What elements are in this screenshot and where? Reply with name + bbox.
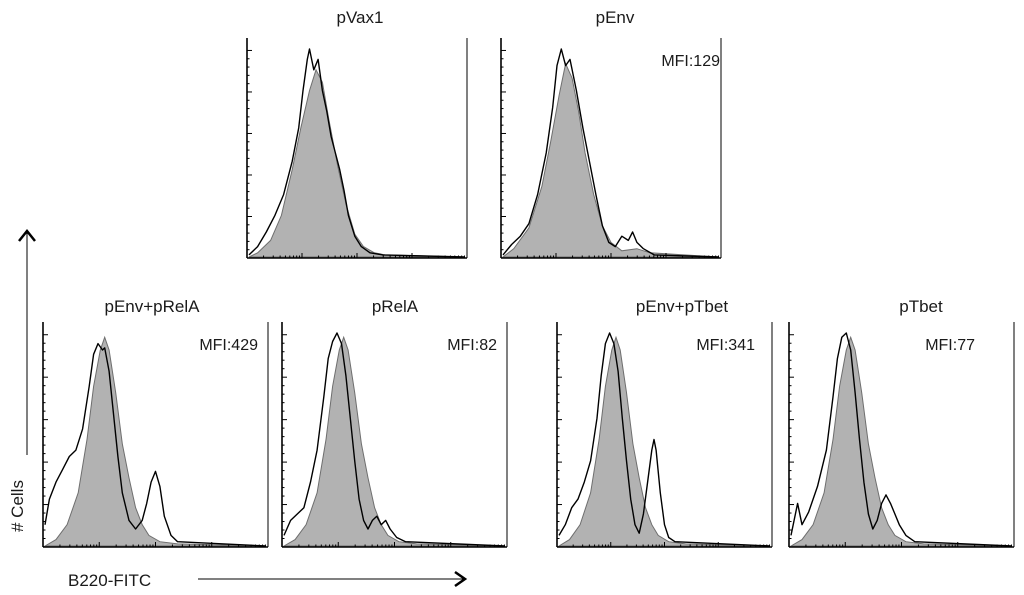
open-histogram-pvax1 <box>248 48 466 258</box>
x-axis-arrow <box>198 570 468 588</box>
panel-title-penv: pEnv <box>596 8 635 27</box>
histogram-panel-penv-ptbet: pEnv+pTbet MFI:341 <box>556 297 773 548</box>
panel-title-prela: pRelA <box>372 297 419 316</box>
shaded-histogram-penv <box>501 61 720 258</box>
histogram-panel-ptbet: pTbet MFI:77 <box>788 297 1015 548</box>
shaded-histogram-penv-ptbet <box>557 335 771 547</box>
shaded-histogram-pvax1 <box>248 68 466 258</box>
panel-title-penv-ptbet: pEnv+pTbet <box>636 297 728 316</box>
x-axis-label: B220-FITC <box>68 571 151 590</box>
y-axis-label: # Cells <box>8 480 27 532</box>
y-axis-arrow <box>18 228 36 455</box>
shaded-histogram-penv-prela <box>43 335 267 547</box>
open-histogram-penv-prela <box>44 342 267 547</box>
shaded-histogram-prela <box>282 335 506 547</box>
histogram-panel-pvax1: pVax1 <box>246 8 468 259</box>
shaded-histogram-ptbet <box>789 335 1013 547</box>
mfi-label-ptbet: MFI:77 <box>925 337 975 354</box>
histogram-panel-prela: pRelA MFI:82 <box>281 297 508 548</box>
mfi-label-penv-ptbet: MFI:341 <box>696 337 755 354</box>
mfi-label-prela: MFI:82 <box>447 337 497 354</box>
open-histogram-prela <box>283 332 506 547</box>
mfi-label-penv-prela: MFI:429 <box>199 337 258 354</box>
histogram-panels: pVax1 pEnv MFI:129 pEnv+pRelA MFI:429 pRelA MF… <box>42 8 1015 548</box>
open-histogram-ptbet <box>790 332 1013 547</box>
histogram-panel-penv: pEnv MFI:129 <box>500 8 722 259</box>
panel-title-penv-prela: pEnv+pRelA <box>105 297 201 316</box>
panel-title-pvax1: pVax1 <box>337 8 384 27</box>
histogram-panel-penv-prela: pEnv+pRelA MFI:429 <box>42 297 269 548</box>
mfi-label-penv: MFI:129 <box>661 53 720 70</box>
open-histogram-penv <box>502 48 720 258</box>
open-histogram-penv-ptbet <box>558 332 771 547</box>
panel-title-ptbet: pTbet <box>899 297 943 316</box>
